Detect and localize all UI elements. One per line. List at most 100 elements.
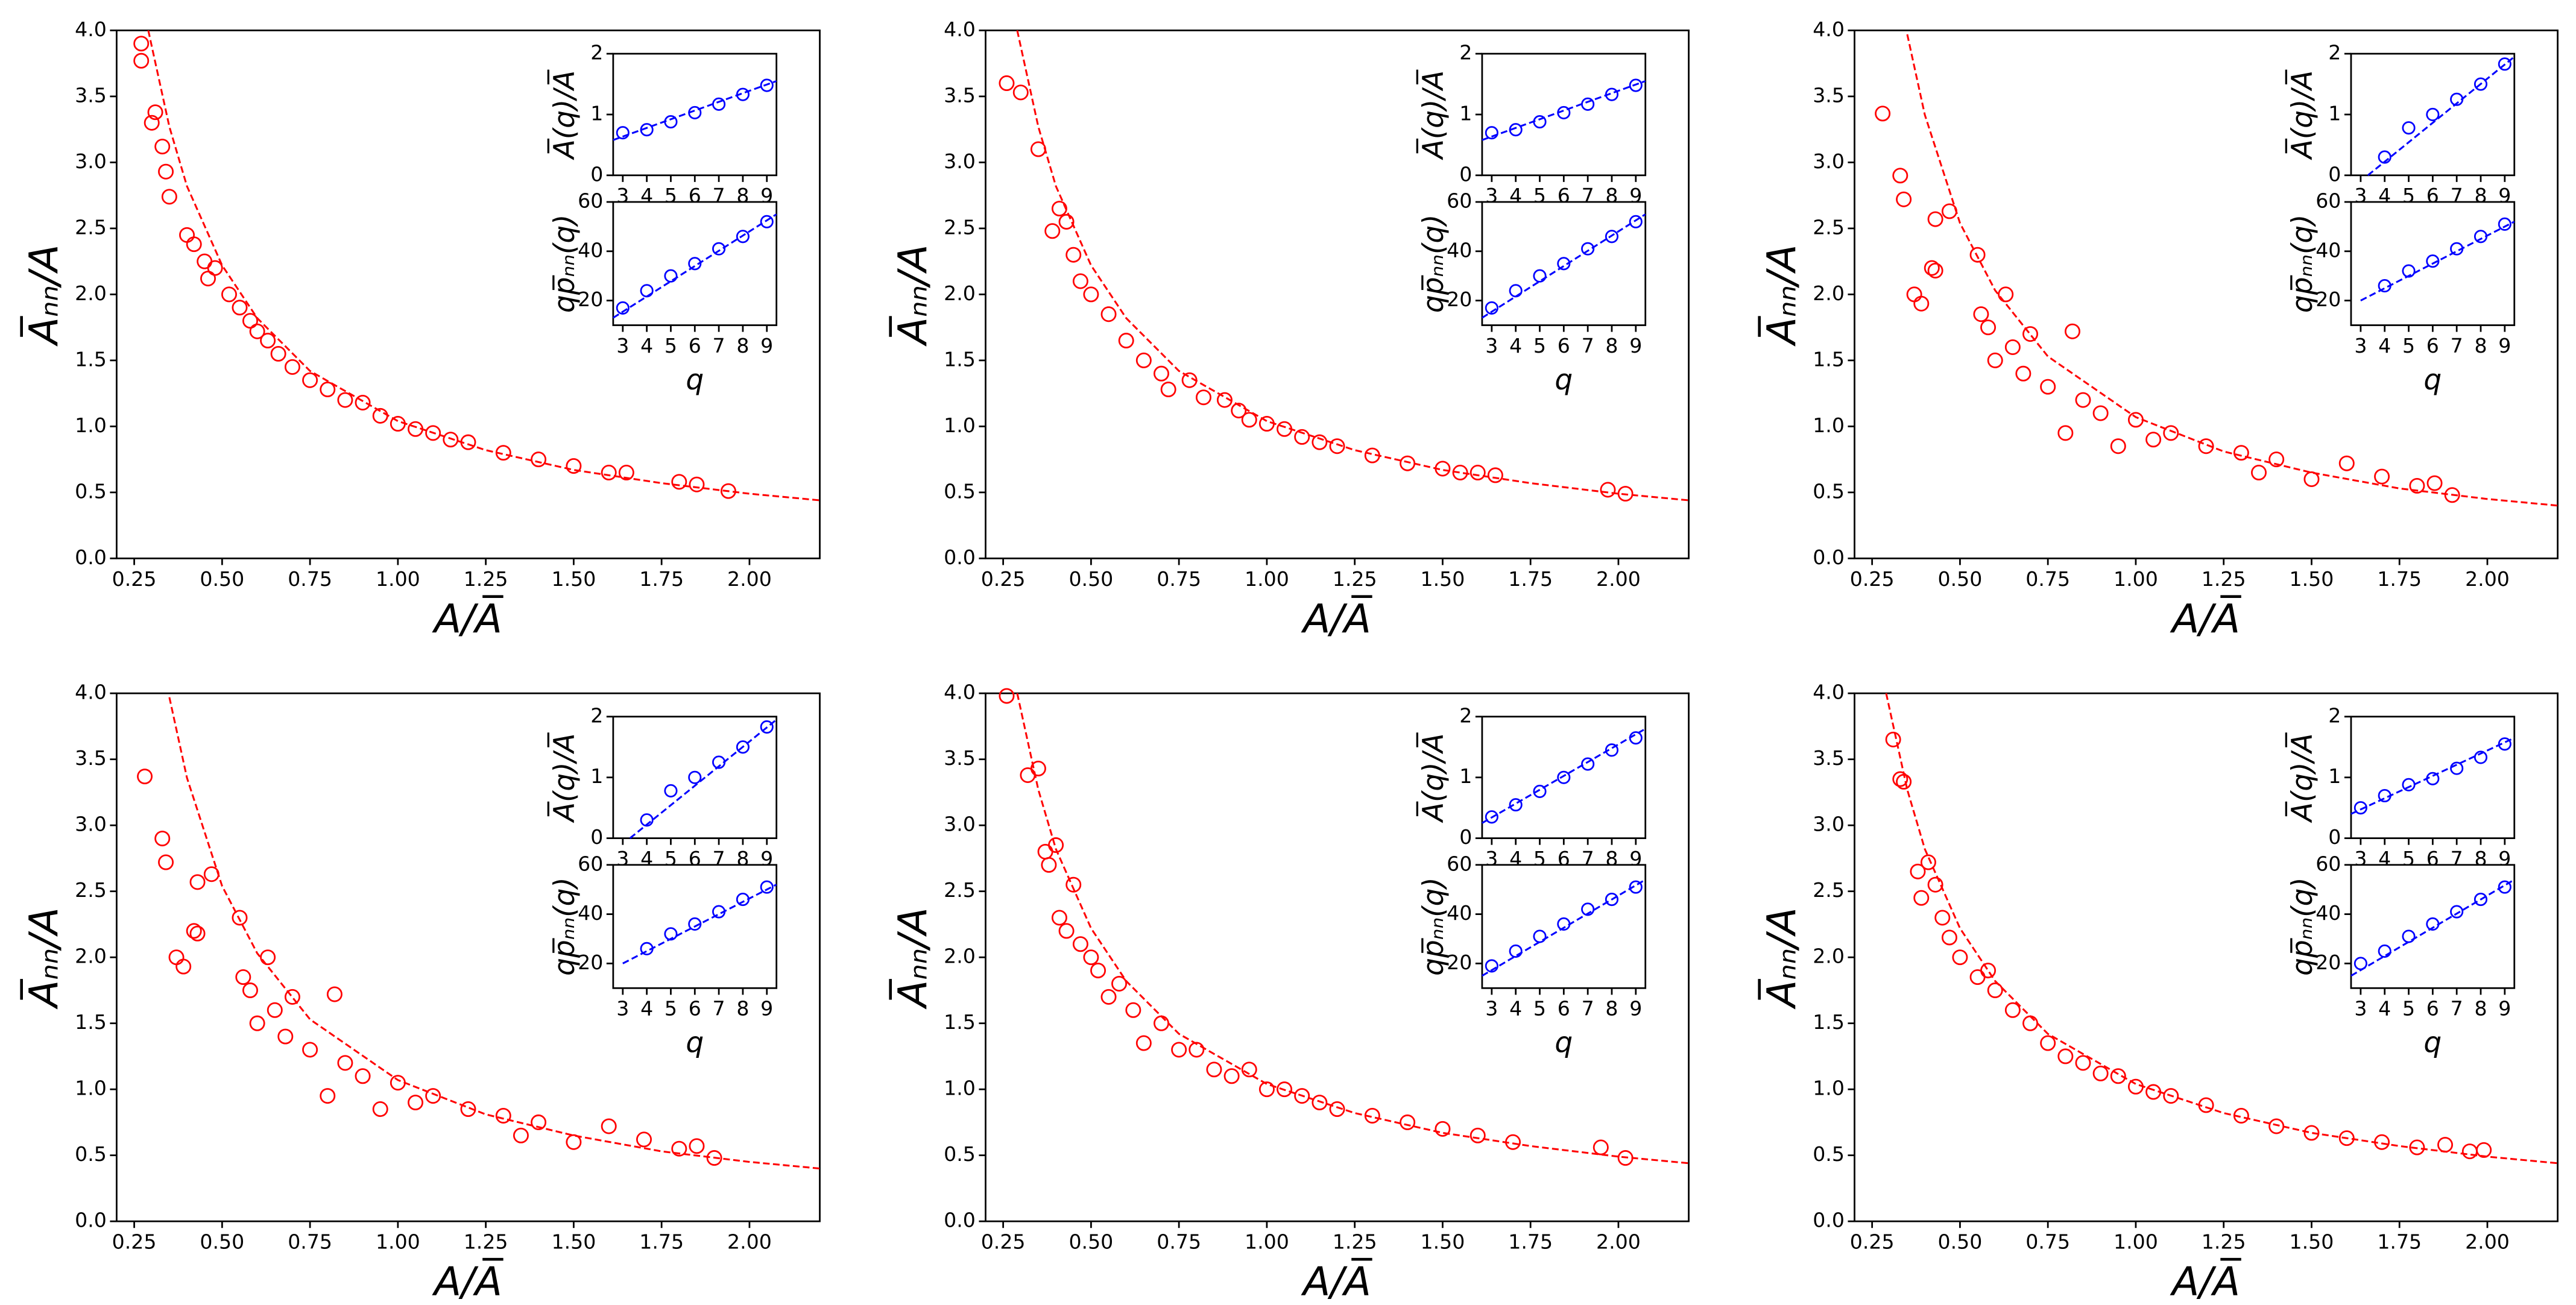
data-point xyxy=(999,688,1015,704)
y-tick-label: 40 xyxy=(1447,901,1472,925)
y-axis-label: A̅(q)/A̅ xyxy=(2285,732,2320,823)
data-point xyxy=(1100,989,1117,1005)
data-point xyxy=(1605,743,1619,757)
y-tick-label: 3.0 xyxy=(944,813,976,836)
y-tick-label: 1 xyxy=(1459,764,1472,788)
data-point xyxy=(616,126,630,140)
data-point xyxy=(144,115,160,131)
y-tick-label: 1.5 xyxy=(944,347,976,371)
y-tick-label: 3.0 xyxy=(75,149,107,173)
fit-line xyxy=(613,213,777,319)
data-point xyxy=(133,52,150,69)
data-point xyxy=(302,1042,318,1058)
data-point xyxy=(161,189,177,205)
data-point xyxy=(671,474,687,490)
y-tick-label: 3.0 xyxy=(1813,813,1845,836)
data-point xyxy=(2092,405,2109,421)
data-point xyxy=(1030,761,1046,777)
data-point xyxy=(2374,468,2390,485)
fit-line xyxy=(147,30,820,502)
data-point xyxy=(326,986,343,1002)
fit-line xyxy=(2360,221,2515,301)
data-point xyxy=(1206,1061,1222,1078)
x-tick-label: 5 xyxy=(1533,997,1546,1020)
fit-line xyxy=(1482,213,1646,319)
data-point xyxy=(760,720,774,734)
y-tick-label: 20 xyxy=(2316,951,2341,974)
data-point xyxy=(760,78,774,92)
data-point xyxy=(270,345,286,362)
data-point xyxy=(207,260,223,276)
fit-line xyxy=(1016,693,1689,1165)
x-tick-label: 6 xyxy=(689,997,701,1020)
data-point xyxy=(1509,798,1523,812)
data-point xyxy=(186,236,202,253)
x-tick-label: 7 xyxy=(1582,334,1594,357)
data-point xyxy=(1312,1095,1328,1111)
data-point xyxy=(495,1107,511,1124)
data-point xyxy=(425,1088,441,1104)
data-point xyxy=(1509,284,1523,298)
data-point xyxy=(1312,434,1328,450)
y-axis-label: A̅(q)/A̅ xyxy=(547,69,581,160)
data-point xyxy=(1083,949,1099,966)
y-tick-label: 4.0 xyxy=(944,681,976,704)
data-point xyxy=(1160,382,1176,398)
data-point xyxy=(1875,105,1891,122)
data-point xyxy=(689,1138,705,1154)
plot-frame xyxy=(612,201,778,326)
data-point xyxy=(425,425,441,441)
data-point xyxy=(1987,982,2003,998)
data-point xyxy=(1241,412,1257,428)
y-axis-label: A̅(q)/A̅ xyxy=(2285,69,2320,160)
y-tick-label: 1.0 xyxy=(75,1077,107,1100)
data-point xyxy=(2110,438,2126,454)
data-point xyxy=(2402,778,2416,791)
data-point xyxy=(1927,211,1943,227)
axes: 3 4 5 6 7 8 9 20 40 60 q qp̅ₙₙ(q) xyxy=(1417,189,1647,397)
fit-line xyxy=(2367,55,2515,177)
x-axis-label: A/A̅ xyxy=(1301,1258,1372,1305)
data-point xyxy=(1012,84,1029,101)
data-point xyxy=(284,989,300,1005)
data-point xyxy=(1223,1068,1240,1084)
data-point xyxy=(2378,150,2391,164)
data-point xyxy=(1892,168,1908,184)
data-point xyxy=(689,476,705,492)
y-tick-label: 60 xyxy=(578,852,603,875)
y-tick-label: 3.0 xyxy=(75,813,107,836)
fit-line xyxy=(1906,34,2558,507)
x-tick-label: 3 xyxy=(616,334,629,357)
data-point xyxy=(1294,1088,1310,1104)
y-tick-label: 1.0 xyxy=(944,1077,976,1100)
data-point xyxy=(320,1088,336,1104)
y-tick-label: 1 xyxy=(1459,101,1472,125)
y-tick-label: 40 xyxy=(578,901,603,925)
y-tick-label: 2.0 xyxy=(1813,945,1845,968)
x-tick-label: 1.50 xyxy=(2290,1230,2334,1254)
data-point xyxy=(1452,465,1468,481)
data-point xyxy=(1617,486,1634,502)
data-point xyxy=(2303,471,2320,487)
data-point xyxy=(221,286,237,303)
y-tick-label: 1.5 xyxy=(1813,347,1845,371)
x-tick-label: 1.00 xyxy=(1245,1230,1289,1254)
x-tick-label: 1.50 xyxy=(1421,567,1465,591)
data-point xyxy=(706,1150,722,1166)
data-point xyxy=(154,139,171,155)
data-point xyxy=(1051,910,1067,926)
data-point xyxy=(1980,963,1997,979)
y-tick-label: 0.0 xyxy=(944,546,976,569)
y-tick-label: 4.0 xyxy=(75,17,107,41)
fit-line xyxy=(629,719,777,839)
data-point xyxy=(284,359,300,375)
x-tick-label: 9 xyxy=(1629,997,1642,1020)
data-point xyxy=(640,813,654,827)
data-point xyxy=(712,242,726,256)
x-tick-label: 8 xyxy=(1605,334,1618,357)
plot-frame xyxy=(1481,52,1647,177)
y-tick-label: 3.5 xyxy=(1813,746,1845,770)
x-tick-label: 0.50 xyxy=(1938,567,1983,591)
x-tick-label: 0.25 xyxy=(1850,1230,1895,1254)
